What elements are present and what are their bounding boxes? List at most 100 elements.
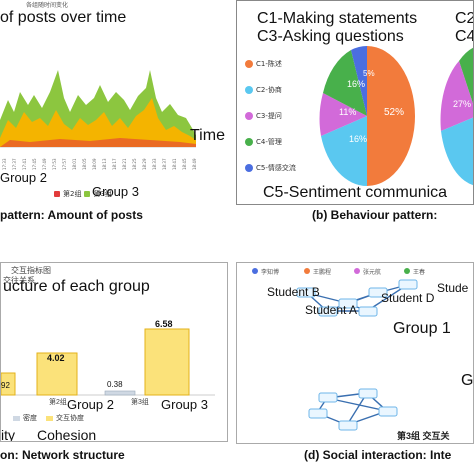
legend-dot-red: [54, 191, 60, 197]
pie1-label-16b: 16%: [349, 134, 368, 144]
pc-legend-cn: 密度 交互协度: [13, 413, 84, 423]
x-ticks: 17:33 17:37 17:41 17:45 17:49 17:53 17:5…: [2, 158, 197, 170]
panel-a-subtitle: 各组随时间变化: [26, 2, 69, 9]
series-group1-area: [0, 138, 196, 147]
pb-line2: C3-Asking questions: [257, 28, 404, 45]
label-student-edge: Stude: [437, 281, 469, 295]
bar-group3-density: [104, 390, 136, 396]
svg-text:17:49: 17:49: [42, 158, 47, 170]
pie1-label-52: 52%: [384, 107, 405, 118]
svg-text:17:37: 17:37: [12, 158, 17, 170]
group-label-2: Group 2: [67, 397, 114, 412]
legend-group3: Group 3: [92, 184, 139, 199]
pb-line1-extra: C2: [455, 10, 474, 27]
svg-text:18:21: 18:21: [122, 158, 127, 170]
svg-text:17:53: 17:53: [52, 158, 57, 170]
svg-text:18:05: 18:05: [82, 158, 87, 170]
pc-sub: 交往关系: [3, 276, 35, 285]
pb-legend-c2: C2-协商: [245, 85, 282, 95]
pie1-slice-c5: [351, 45, 367, 116]
bar-group2-cohesion: [36, 352, 78, 396]
pd-bottom-cn: 第3组 交互关: [397, 431, 450, 441]
series-group2-area: [0, 98, 196, 147]
pie-1: [319, 45, 415, 186]
legend-small: 第2组 第3组: [54, 189, 112, 199]
pc-title: ucture of each group: [3, 278, 150, 295]
svg-text:17:45: 17:45: [32, 158, 37, 170]
panel-posts-over-time: of posts over time 各组随时间变化 17:33 17:37 1…: [0, 0, 228, 200]
bar-group1-cohesion: [1, 372, 16, 396]
pd-name-4: 王春: [413, 269, 426, 276]
svg-text:18:45: 18:45: [182, 158, 187, 170]
pie1-slice-c1: [367, 46, 415, 186]
pie1-label-11: 11%: [339, 107, 357, 117]
pie2-slice-c4: [441, 117, 473, 186]
bar-label-92: 92: [1, 381, 10, 390]
legend-small-2: 第3组: [93, 190, 112, 198]
pc-legend-en-1: ity: [1, 427, 15, 442]
caption-a: pattern: Amount of posts: [0, 208, 143, 222]
bar-group3-cohesion: [144, 328, 190, 396]
pie2-slice-c3: [440, 61, 473, 131]
pie2-label-27: 27%: [453, 99, 472, 109]
svg-text:17:41: 17:41: [22, 158, 27, 170]
panel-a-title: of posts over time: [0, 9, 127, 26]
pb-legend-c3: C3-提问: [245, 111, 282, 121]
legend-small-1: 第2组: [63, 190, 82, 198]
pc-legend-en-2: Cohesion: [37, 427, 97, 442]
bar-label-0.38: 0.38: [107, 380, 123, 389]
pd-name-2: 王鹏程: [313, 269, 332, 276]
svg-text:17:57: 17:57: [62, 158, 67, 170]
pb-line2-extra: C4: [455, 28, 474, 45]
pd-name-1: 李知博: [261, 269, 280, 276]
svg-text:18:17: 18:17: [112, 158, 117, 170]
pie1-label-16a: 16%: [347, 79, 366, 89]
svg-text:18:33: 18:33: [152, 158, 157, 170]
caption-c: on: Network structure: [0, 448, 125, 462]
svg-text:18:49: 18:49: [192, 158, 197, 170]
legend-dot-green: [84, 191, 91, 197]
x-axis-label: Time: [190, 127, 225, 144]
area-chart: 17:33 17:37 17:41 17:45 17:49 17:53 17:5…: [0, 70, 197, 170]
svg-text:18:29: 18:29: [142, 158, 147, 170]
pie1-slice-c4: [323, 50, 367, 116]
network-nodes: [296, 279, 418, 431]
network-graph: [252, 268, 418, 431]
pie1-slice-c3: [319, 93, 367, 136]
pc-header: 交互指标图: [11, 266, 51, 275]
svg-text:18:37: 18:37: [162, 158, 167, 170]
group-label-3: Group 3: [161, 397, 208, 412]
panel-behaviour-pattern: C1-Making statements C2 C3-Asking questi…: [236, 0, 474, 205]
caption-b: (b) Behaviour pattern:: [312, 208, 438, 222]
pie1-slice-c2: [321, 116, 367, 186]
label-student-a: Student A: [305, 303, 358, 317]
label-student-d: Student D: [381, 291, 435, 305]
pie-charts: [319, 45, 473, 186]
panel-social-interaction: 李知博 王鹏程 张元航 王春 Student B Stude Student D…: [236, 262, 474, 444]
svg-text:17:33: 17:33: [2, 158, 7, 170]
pie-2: [440, 47, 473, 186]
pd-name-3: 张元航: [363, 269, 382, 276]
pb-line1: C1-Making statements: [257, 10, 418, 27]
pb-legend-c4: C4-管理: [245, 137, 282, 147]
pb-legend-c5: C5-情感交流: [245, 163, 296, 173]
caption-d: (d) Social interaction: Inte: [304, 448, 452, 462]
label-group-1: Group 1: [393, 320, 451, 337]
pie2-slice-c2: [459, 47, 473, 104]
legend-group2: Group 2: [0, 170, 47, 185]
svg-text:18:13: 18:13: [102, 158, 107, 170]
label-g-edge: G: [461, 372, 474, 389]
bar-label-4.02: 4.02: [47, 353, 65, 363]
bar-label-6.58: 6.58: [155, 319, 173, 329]
axis-cn-2: 第3组: [131, 399, 149, 406]
pb-footer: C5-Sentiment communica: [263, 184, 448, 201]
svg-text:18:09: 18:09: [92, 158, 97, 170]
svg-text:18:25: 18:25: [132, 158, 137, 170]
svg-text:18:41: 18:41: [172, 158, 177, 170]
bar-chart: [1, 328, 215, 396]
pie1-label-5: 5%: [363, 69, 375, 78]
panel-network-structure: 交互指标图 交往关系 ucture of each group 92 4.02 …: [0, 262, 228, 442]
label-student-b: Student B: [267, 285, 320, 299]
pb-legend-c1: C1-陈述: [245, 59, 282, 69]
svg-text:18:01: 18:01: [72, 158, 77, 170]
